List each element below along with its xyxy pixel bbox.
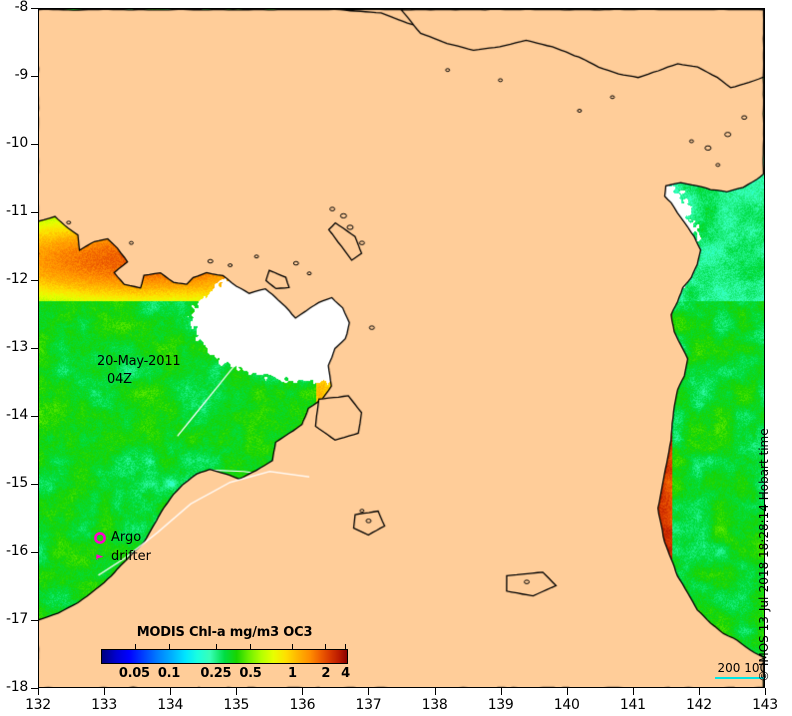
legend-label-drifter: drifter [111, 549, 151, 564]
x-tick [632, 688, 634, 695]
x-tick-label: 143 [752, 697, 778, 713]
marker-legend: Argo drifter [89, 528, 151, 566]
y-tick-label: -13 [6, 339, 28, 355]
x-tick-label: 141 [619, 697, 646, 713]
scalebar-line [715, 677, 764, 679]
credit-block: © IMOS 13-Jul-2018 18:28:14 Hobart time [757, 8, 783, 688]
y-tick [31, 348, 38, 349]
map-plot-area[interactable]: 20-May-2011 04Z Argo drifter MODIS Chl-a … [38, 8, 765, 688]
y-tick [31, 620, 38, 621]
argo-circle-icon [89, 531, 111, 545]
date-line-1: 20-May-2011 [97, 354, 181, 369]
colorbar-tick-labels: 0.05 0.1 0.25 0.5 1 2 4 [101, 666, 350, 684]
colorbar-tick [215, 644, 217, 649]
depth-contour-scalebar: 200 1000m [715, 661, 764, 679]
y-tick [31, 76, 38, 77]
x-tick [500, 688, 502, 695]
y-tick-label: -11 [6, 203, 28, 219]
colorbar-tick [250, 644, 252, 649]
y-tick [31, 8, 38, 9]
colorbar-tick-label: 4 [341, 666, 350, 681]
x-tick [698, 688, 700, 695]
colorbar-tick [344, 644, 346, 649]
y-tick [31, 688, 38, 689]
y-tick-label: -9 [14, 67, 29, 83]
colorbar-tick [291, 644, 293, 649]
x-tick-label: 137 [355, 697, 382, 713]
colorbar-tick-label: 1 [288, 666, 297, 681]
colorbar-tick [135, 644, 137, 649]
y-tick [31, 416, 38, 417]
y-tick [31, 144, 38, 145]
x-tick-label: 133 [91, 697, 117, 713]
x-tick-label: 140 [553, 697, 580, 713]
x-tick [236, 688, 238, 695]
x-tick [104, 688, 106, 695]
x-tick [368, 688, 370, 695]
y-tick-label: -17 [6, 611, 28, 627]
scalebar-label: 200 1000m [717, 661, 764, 675]
chlorophyll-raster [39, 9, 764, 687]
imos-credit-text: © IMOS 13-Jul-2018 18:28:14 Hobart time [757, 428, 771, 682]
colorbar-tick-label: 0.25 [200, 666, 232, 681]
x-tick [38, 688, 39, 695]
date-line-2: 04Z [107, 372, 132, 387]
y-tick-label: -15 [6, 475, 28, 491]
colorbar-tick-label: 0.05 [118, 666, 150, 681]
date-annotation: 20-May-2011 04Z [97, 353, 181, 389]
colorbar-tick [169, 644, 171, 649]
x-tick [170, 688, 172, 695]
colorbar-tick-label: 0.1 [157, 666, 180, 681]
y-tick-label: -18 [6, 679, 28, 695]
x-tick-label: 135 [223, 697, 250, 713]
colorbar-gradient [101, 644, 348, 664]
x-tick-label: 138 [421, 697, 448, 713]
x-tick [765, 688, 766, 695]
y-tick [31, 484, 38, 485]
x-tick-label: 134 [157, 697, 184, 713]
legend-label-argo: Argo [111, 530, 142, 545]
legend-item-argo: Argo [89, 528, 151, 547]
y-tick-label: -10 [6, 135, 28, 151]
x-tick [434, 688, 436, 695]
colorbar: MODIS Chl-a mg/m3 OC3 0.05 0.1 0.25 0.5 1 2 4 [101, 625, 350, 684]
x-tick-label: 136 [289, 697, 316, 713]
y-tick [31, 552, 38, 553]
colorbar-title: MODIS Chl-a mg/m3 OC3 [136, 625, 313, 640]
x-tick [566, 688, 568, 695]
legend-item-drifter: drifter [89, 547, 151, 566]
colorbar-tick-label: 2 [321, 666, 331, 681]
x-tick-label: 139 [487, 697, 514, 713]
colorbar-tick-label: 0.5 [239, 666, 262, 681]
drifter-arrow-icon [89, 550, 111, 564]
y-tick-label: -12 [6, 271, 28, 287]
x-tick [302, 688, 304, 695]
x-tick-label: 132 [25, 697, 51, 713]
colorbar-tick [324, 644, 326, 649]
x-tick-label: 142 [685, 697, 712, 713]
y-tick-label: -14 [6, 407, 28, 423]
y-tick-label: -16 [6, 543, 28, 559]
y-tick-label: -8 [14, 0, 29, 15]
y-tick [31, 212, 38, 213]
y-tick [31, 280, 38, 281]
